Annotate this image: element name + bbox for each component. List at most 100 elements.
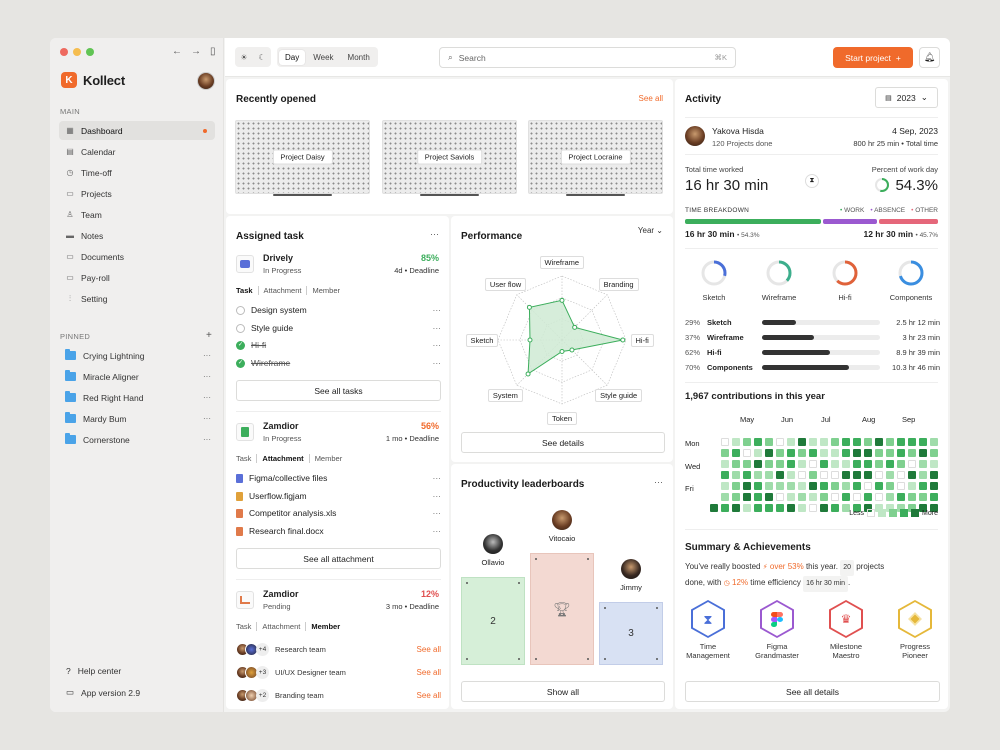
achievement-badge[interactable]: ⧗ Time Management xyxy=(678,600,738,660)
see-all-attachment-button[interactable]: See all attachment xyxy=(236,548,441,569)
notification-bell-icon[interactable]: 🔔︎ xyxy=(919,47,940,68)
tab-attachment[interactable]: Attachment xyxy=(262,622,307,631)
achievement-badge[interactable]: Figma Grandmaster xyxy=(747,600,807,660)
tab-task[interactable]: Task xyxy=(236,622,258,631)
checked-icon[interactable]: ✓ xyxy=(236,358,245,368)
sidebar-item-dashboard[interactable]: ▦ Dashboard xyxy=(59,121,215,140)
achievement-badge[interactable]: Progress Pioneer xyxy=(885,600,945,660)
sun-icon[interactable]: ☀ xyxy=(240,52,248,62)
team-row[interactable]: +4 Research team See all xyxy=(236,641,441,657)
back-arrow-icon[interactable]: ← xyxy=(172,46,182,57)
sidebar-item-setting[interactable]: ⫶ Setting xyxy=(59,289,215,308)
more-icon[interactable]: ··· xyxy=(203,435,211,444)
see-all-link[interactable]: See all xyxy=(638,94,663,103)
help-center-link[interactable]: ? Help center xyxy=(66,666,121,676)
todo-item[interactable]: ✓ Hi-fi ··· xyxy=(236,340,441,350)
pinned-item[interactable]: Red Right Hand ··· xyxy=(65,388,215,407)
sidebar-item-calendar[interactable]: ▤ Calendar xyxy=(59,142,215,161)
more-icon[interactable]: ··· xyxy=(432,323,442,333)
more-icon[interactable]: ··· xyxy=(203,393,211,402)
heatmap-cell xyxy=(710,504,718,512)
maximize-window-button[interactable] xyxy=(86,48,94,56)
tab-member[interactable]: Member xyxy=(314,454,343,463)
tab-member[interactable]: Member xyxy=(312,286,340,295)
more-icon[interactable]: ··· xyxy=(432,305,442,315)
checkbox[interactable] xyxy=(236,323,245,333)
period-dropdown[interactable]: Year ⌄ xyxy=(638,226,663,235)
more-icon[interactable]: ··· xyxy=(432,340,442,350)
start-project-button[interactable]: Start project + xyxy=(833,47,913,68)
sidebar-item-documents[interactable]: ▭ Documents xyxy=(59,247,215,266)
file-item[interactable]: Competitor analysis.xls ··· xyxy=(236,508,441,518)
year-dropdown[interactable]: ▤ 2023 ⌄ xyxy=(875,87,938,108)
project-thumbnail[interactable]: Project Locraine xyxy=(528,120,663,196)
forward-arrow-icon[interactable]: → xyxy=(191,46,201,57)
pinned-item[interactable]: Miracle Aligner ··· xyxy=(65,367,215,386)
team-row[interactable]: +2 Branding team See all xyxy=(236,687,441,703)
see-all-tasks-button[interactable]: See all tasks xyxy=(236,380,441,401)
more-icon[interactable]: ··· xyxy=(654,477,663,487)
file-item[interactable]: Research final.docx ··· xyxy=(236,526,441,536)
more-icon[interactable]: ··· xyxy=(432,491,442,501)
folder-icon xyxy=(65,349,76,360)
more-icon[interactable]: ··· xyxy=(203,351,211,360)
see-all-link[interactable]: See all xyxy=(416,690,441,700)
range-week[interactable]: Week xyxy=(313,52,334,62)
file-item[interactable]: Figma/collective files ··· xyxy=(236,473,441,483)
project-thumbnail[interactable]: Project Daisy xyxy=(235,120,370,196)
sidebar-item-time-off[interactable]: ◷ Time-off xyxy=(59,163,215,182)
leader-name: Ollavio xyxy=(481,558,505,567)
todo-item[interactable]: ✓ Wireframe ··· xyxy=(236,358,441,368)
todo-item[interactable]: Design system ··· xyxy=(236,305,441,315)
sidebar-item-projects[interactable]: ▭ Projects xyxy=(59,184,215,203)
ring-wireframe: Wireframe xyxy=(751,259,807,302)
more-icon[interactable]: ··· xyxy=(432,473,442,483)
add-pinned-icon[interactable]: + xyxy=(206,330,212,341)
heatmap-cell xyxy=(765,460,773,468)
sidebar-item-pay-roll[interactable]: ▭ Pay-roll xyxy=(59,268,215,287)
sidebar-toggle-icon[interactable]: ▯ xyxy=(210,46,216,57)
range-day[interactable]: Day xyxy=(279,49,306,65)
pinned-item[interactable]: Mardy Bum ··· xyxy=(65,409,215,428)
see-all-details-button[interactable]: See all details xyxy=(685,681,940,702)
heatmap-cell xyxy=(732,438,740,446)
heatmap-cell xyxy=(809,482,817,490)
sidebar-item-team[interactable]: ♙ Team xyxy=(59,205,215,224)
todo-item[interactable]: Style guide ··· xyxy=(236,323,441,333)
more-icon[interactable]: ··· xyxy=(432,508,442,518)
tab-attachment[interactable]: Attachment xyxy=(264,286,308,295)
team-row[interactable]: +3 UI/UX Designer team See all xyxy=(236,664,441,680)
checkbox[interactable] xyxy=(236,305,245,315)
heatmap-cell xyxy=(710,482,718,490)
hourglass-icon: ⧗ xyxy=(703,611,713,627)
search-input[interactable]: ⌕ Search ⌘K xyxy=(439,47,736,68)
breakdown-label: TIME BREAKDOWN xyxy=(685,207,750,214)
see-details-button[interactable]: See details xyxy=(461,432,665,453)
range-month[interactable]: Month xyxy=(347,52,370,62)
user-avatar[interactable] xyxy=(197,72,215,90)
more-label: More xyxy=(922,509,938,517)
minimize-window-button[interactable] xyxy=(73,48,81,56)
more-icon[interactable]: ··· xyxy=(203,372,211,381)
tab-task[interactable]: Task xyxy=(236,286,259,295)
more-icon[interactable]: ··· xyxy=(430,229,439,239)
pinned-item[interactable]: Cornerstone ··· xyxy=(65,430,215,449)
tab-task[interactable]: Task xyxy=(236,454,258,463)
more-icon[interactable]: ··· xyxy=(203,414,211,423)
more-icon[interactable]: ··· xyxy=(432,358,442,368)
see-all-link[interactable]: See all xyxy=(416,667,441,677)
pinned-item[interactable]: Crying Lightning ··· xyxy=(65,346,215,365)
moon-icon[interactable]: ☾ xyxy=(258,52,266,62)
achievement-badge[interactable]: ♛ Milestone Maestro xyxy=(816,600,876,660)
more-icon[interactable]: ··· xyxy=(432,526,442,536)
tab-member[interactable]: Member xyxy=(311,622,341,631)
theme-toggle[interactable]: ☀ ☾ xyxy=(235,47,271,67)
show-all-button[interactable]: Show all xyxy=(461,681,665,702)
close-window-button[interactable] xyxy=(60,48,68,56)
project-thumbnail[interactable]: Project Saviols xyxy=(382,120,517,196)
checked-icon[interactable]: ✓ xyxy=(236,340,245,350)
file-item[interactable]: Userflow.figjam ··· xyxy=(236,491,441,501)
sidebar-item-notes[interactable]: ▬ Notes xyxy=(59,226,215,245)
tab-attachment[interactable]: Attachment xyxy=(262,454,310,463)
see-all-link[interactable]: See all xyxy=(416,644,441,654)
